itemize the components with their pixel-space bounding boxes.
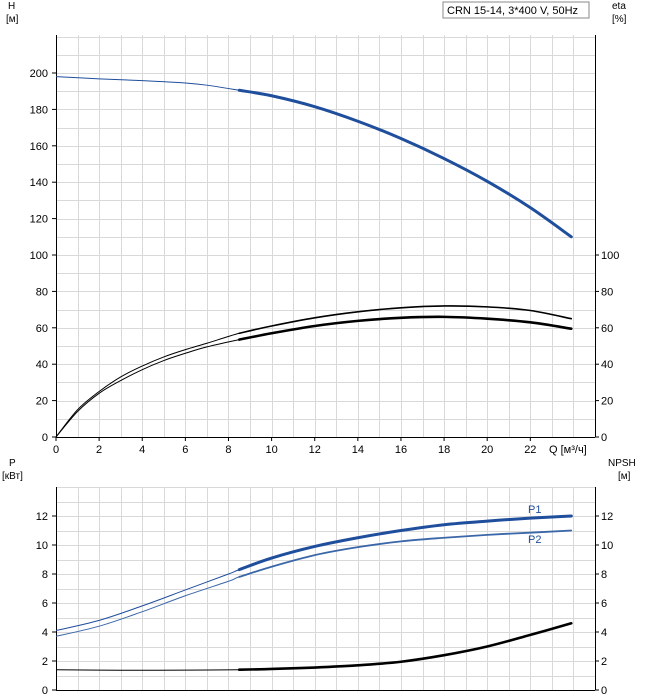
y-right-tick-label: 20 [601, 396, 613, 408]
y-right-tick-label: 0 [601, 685, 607, 697]
y-left-tick-label: 60 [36, 323, 48, 335]
y-left-tick-label: 160 [30, 141, 48, 153]
y-left-tick-label: 180 [30, 104, 48, 116]
y-left-tick-label: 80 [36, 286, 48, 298]
y-right-tick-label: 6 [601, 598, 607, 610]
x-tick-label: 8 [225, 444, 231, 456]
P2-operating-segment [238, 529, 573, 578]
y-right-tick-label: 0 [601, 432, 607, 444]
P1-operating-segment [237, 514, 573, 572]
y-left-tick-label: 200 [30, 68, 48, 80]
y-right-tick-label: 100 [601, 250, 619, 262]
title-box [442, 1, 590, 19]
y-left-tick-label: 12 [36, 511, 48, 523]
y-left-tick-label: 40 [36, 359, 48, 371]
y-left-tick-label: 10 [36, 540, 48, 552]
head-eta-panel: CRN 15-14, 3*400 V, 50Hz H [м] eta [%] 0… [6, 1, 627, 456]
top-y-left-label-symbol: H [8, 1, 15, 12]
y-left-tick-label: 4 [42, 627, 48, 639]
y-left-tick-label: 140 [30, 177, 48, 189]
p1-series-label: P1 [528, 504, 541, 516]
efficiency-lower-curve [55, 316, 572, 438]
x-tick-label: 14 [352, 444, 364, 456]
y-right-tick-label: 10 [601, 540, 613, 552]
top-x-ticks: 0 2 4 6 8 10 12 14 16 18 20 22 [53, 437, 536, 456]
y-right-tick-label: 80 [601, 286, 613, 298]
y-right-tick-label: 4 [601, 627, 607, 639]
y-left-tick-label: 20 [36, 396, 48, 408]
power-p1-curve [55, 515, 572, 632]
x-tick-label: 6 [182, 444, 188, 456]
y-right-tick-label: 2 [601, 656, 607, 668]
y-left-tick-label: 8 [42, 569, 48, 581]
x-tick-label: 0 [53, 444, 59, 456]
npsh-curve [55, 622, 572, 671]
x-tick-label: 4 [139, 444, 145, 456]
y-left-tick-label: 6 [42, 598, 48, 610]
top-x-axis-label: Q [м³/ч] [549, 444, 587, 456]
x-tick-label: 10 [265, 444, 277, 456]
x-tick-label: 2 [96, 444, 102, 456]
bottom-y-left-ticks: 0 2 4 6 8 10 12 [36, 511, 56, 697]
x-tick-label: 18 [438, 444, 450, 456]
bottom-y-right-ticks: 0 2 4 6 8 10 12 [595, 511, 613, 697]
y-left-tick-label: 0 [42, 685, 48, 697]
eta-lower-operating-segment [237, 315, 573, 341]
x-tick-label: 20 [481, 444, 493, 456]
y-left-tick-label: 120 [30, 214, 48, 226]
y-right-tick-label: 60 [601, 323, 613, 335]
top-y-right-label-symbol: eta [612, 1, 626, 12]
y-left-tick-label: 2 [42, 656, 48, 668]
bottom-y-left-label-unit: [кВт] [2, 471, 23, 482]
top-y-left-label-unit: [м] [6, 14, 19, 25]
x-tick-label: 22 [524, 444, 536, 456]
top-y-right-label-unit: [%] [612, 14, 627, 25]
top-y-left-ticks: 0 20 40 60 80 100 120 140 160 180 200 [30, 68, 56, 444]
head-curve [55, 76, 572, 238]
H-operating-segment [237, 88, 573, 239]
y-right-tick-label: 40 [601, 359, 613, 371]
y-left-tick-label: 100 [30, 250, 48, 262]
bottom-y-left-label-symbol: P [9, 458, 16, 469]
x-tick-label: 12 [309, 444, 321, 456]
y-left-tick-label: 0 [42, 432, 48, 444]
bottom-grid [56, 487, 596, 691]
x-tick-label: 16 [395, 444, 407, 456]
chart-title: CRN 15-14, 3*400 V, 50Hz [447, 5, 578, 17]
bottom-y-right-label-unit: [м] [618, 471, 631, 482]
eta-upper-operating-segment [238, 305, 573, 335]
y-right-tick-label: 8 [601, 569, 607, 581]
top-y-right-ticks: 0 20 40 60 80 100 [595, 250, 619, 444]
y-right-tick-label: 12 [601, 511, 613, 523]
top-grid [56, 35, 596, 438]
p2-series-label: P2 [528, 534, 541, 546]
bottom-y-right-label-symbol: NPSH [608, 458, 636, 469]
NPSH-operating-segment [237, 622, 573, 671]
